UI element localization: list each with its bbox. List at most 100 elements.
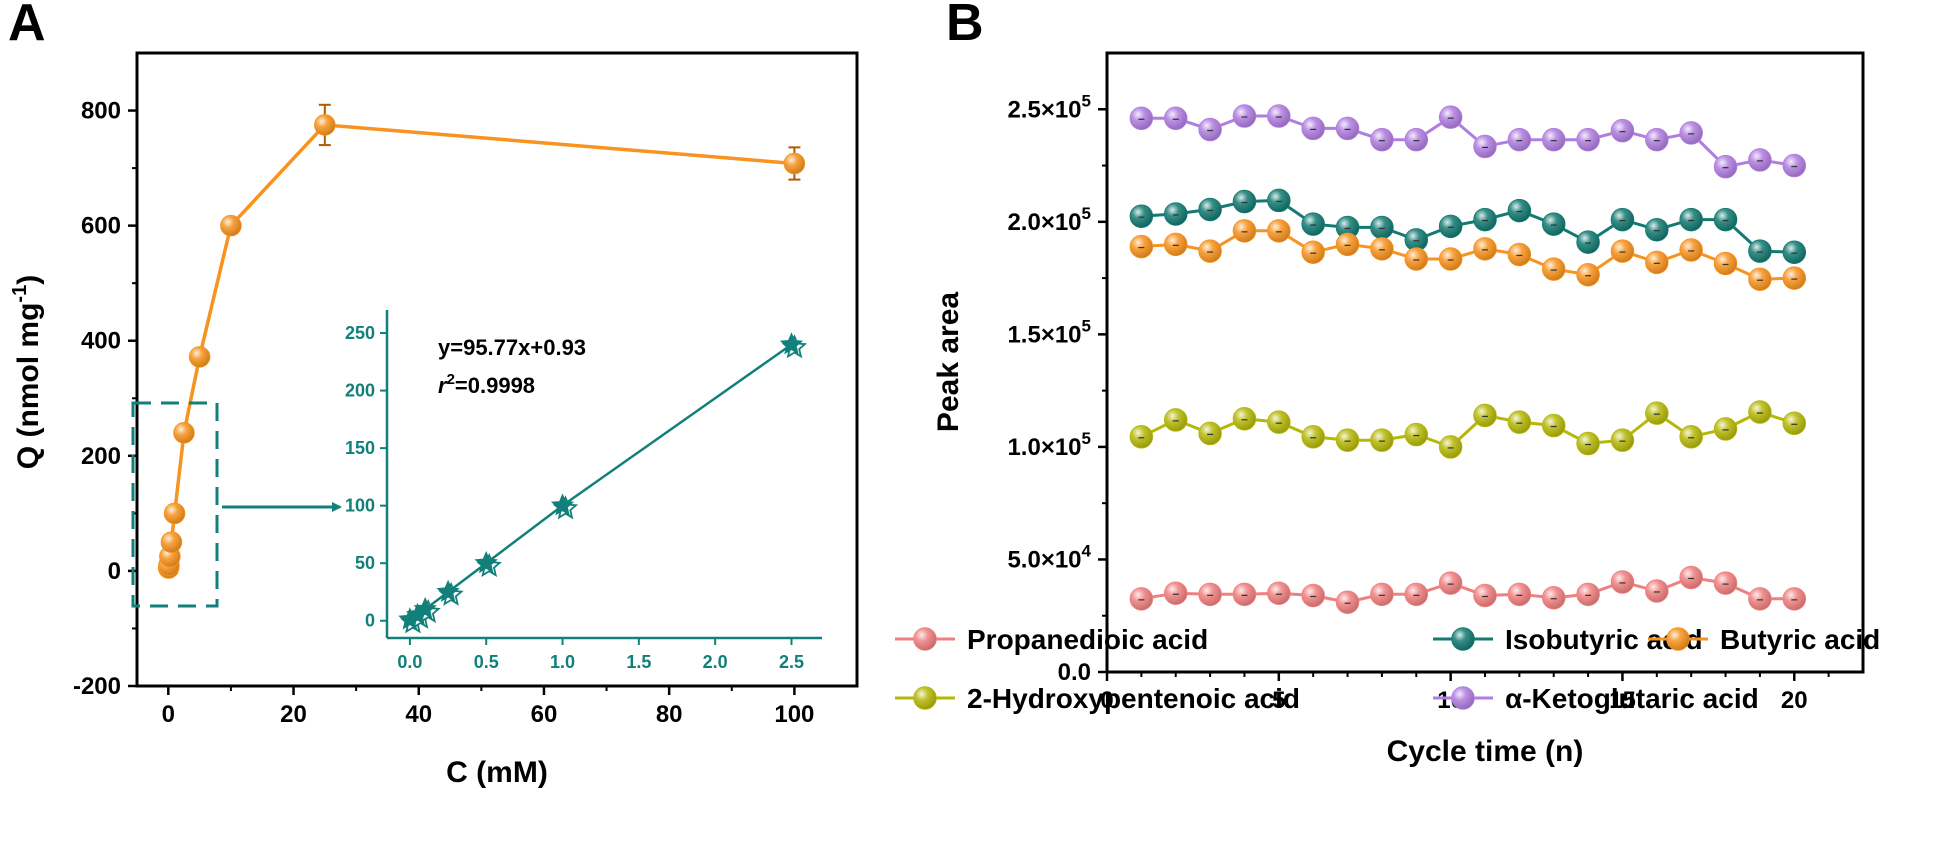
- chart-b-point: [1645, 250, 1669, 275]
- chart-b-point: [1129, 106, 1154, 131]
- chart-b-point: [1748, 267, 1772, 291]
- chart-b-point: [1267, 219, 1291, 243]
- panel-b-letter: B: [946, 0, 984, 52]
- chart-b-point-shade: [1474, 237, 1496, 260]
- chart-b-point-shade: [1336, 233, 1359, 256]
- chart-b-point: [1679, 565, 1703, 590]
- chart-b-point-shade: [1405, 247, 1428, 270]
- chart-a-point: [163, 502, 186, 525]
- chart-b-point-shade: [1233, 105, 1256, 128]
- chart-b-xtick-label: 5: [1272, 687, 1285, 714]
- chart-b-point-shade: [1714, 155, 1737, 178]
- chart-b-point: [1541, 127, 1566, 152]
- chart-b-point-shade: [1130, 205, 1153, 228]
- chart-b-point-shade: [1164, 233, 1187, 256]
- chart-b-point-shade: [1267, 582, 1290, 605]
- chart-b-series-3: [1129, 400, 1807, 459]
- inset-xtick-label: 1.5: [626, 652, 651, 672]
- chart-a-xtick-label: 60: [531, 701, 558, 728]
- chart-b-point: [1507, 582, 1532, 607]
- chart-b-point: [1129, 425, 1154, 449]
- chart-b-point: [1782, 266, 1807, 290]
- chart-b-point-shade: [1336, 429, 1359, 452]
- chart-b-point-shade: [1267, 219, 1290, 242]
- chart-b-point: [1335, 215, 1360, 240]
- chart-b-point-shade: [1542, 586, 1565, 609]
- chart-b-point: [1713, 207, 1738, 232]
- chart-b-point: [1782, 240, 1807, 264]
- chart-b-point: [1541, 212, 1566, 236]
- legend-marker: [913, 686, 937, 710]
- chart-b-point: [1301, 212, 1325, 236]
- chart-b-legend: Propanedioic acid Isobutyric acid Butyric …: [895, 624, 1880, 714]
- chart-b-point-shade: [1783, 154, 1806, 177]
- chart-b-point-shade: [1680, 566, 1703, 589]
- legend-marker-shade: [1667, 628, 1689, 650]
- chart-b-point: [1267, 104, 1291, 128]
- chart-b-point: [1610, 118, 1635, 143]
- chart-b-point-shade: [1302, 117, 1325, 140]
- chart-b-xtick-label: 15: [1609, 687, 1636, 714]
- chart-b-point-shade: [1611, 570, 1634, 593]
- inset-series: [398, 332, 808, 634]
- chart-b-point: [1610, 207, 1635, 232]
- chart-a-point: [160, 531, 183, 553]
- chart-b-point: [1267, 188, 1291, 213]
- legend-item: Propanedioic acid: [895, 624, 1208, 655]
- chart-b-point: [1267, 410, 1291, 434]
- chart-b-point-shade: [1748, 401, 1771, 424]
- chart-b-point-shade: [1680, 208, 1703, 231]
- chart-b-point: [1576, 127, 1600, 152]
- chart-b-point: [1679, 238, 1703, 262]
- chart-a-point: [783, 152, 806, 175]
- chart-b-point-shade: [1164, 107, 1187, 130]
- chart-b-point: [1163, 202, 1188, 226]
- chart-a: 0 20 40 60 80 100 -200 0 200 400 600 800 C (mM) Q (…: [9, 51, 859, 789]
- inset-point: [779, 332, 804, 355]
- chart-b-point: [1713, 251, 1738, 276]
- chart-b-point-shade: [1164, 408, 1187, 431]
- chart-a-frame: [135, 51, 859, 688]
- chart-b-point: [1404, 247, 1429, 271]
- chart-b-point-shade: [1405, 583, 1428, 606]
- chart-b-point: [1301, 116, 1325, 141]
- chart-b-point: [1129, 587, 1154, 611]
- inset-point: [413, 596, 437, 620]
- chart-b-point: [1438, 571, 1463, 595]
- inset-xtick-label: 2.0: [703, 652, 728, 672]
- chart-b-point: [1163, 232, 1188, 257]
- chart-b-point: [1198, 582, 1222, 607]
- chart-b-ylabel: Peak area: [932, 292, 965, 432]
- legend-label: Propanedioic acid: [967, 624, 1208, 655]
- chart-b-point-shade: [1508, 411, 1531, 434]
- chart-b-point: [1507, 127, 1532, 152]
- chart-b-point-shade: [1199, 583, 1222, 606]
- chart-b-point-shade: [1508, 128, 1531, 151]
- chart-b-point: [1576, 262, 1600, 287]
- chart-b-point: [1370, 215, 1394, 240]
- chart-a-xlabel: C (mM): [446, 756, 548, 789]
- chart-a-series: [157, 103, 806, 579]
- chart-b-point: [1473, 583, 1497, 608]
- chart-b-point-shade: [1302, 425, 1325, 448]
- chart-b-point: [1370, 127, 1394, 152]
- legend-item: Butyric acid: [1648, 624, 1880, 655]
- chart-b-point-shade: [1130, 587, 1153, 610]
- chart-b-point-shade: [1542, 213, 1565, 236]
- legend-marker-shade: [1452, 687, 1474, 709]
- legend-marker-shade: [914, 687, 936, 709]
- chart-b-point-shade: [1748, 587, 1771, 610]
- chart-b-point-shade: [1748, 268, 1771, 291]
- chart-b-point-shade: [1199, 198, 1222, 221]
- chart-b-point-shade: [1645, 402, 1668, 425]
- chart-b-point-shade: [1370, 583, 1393, 606]
- chart-b-point-shade: [1302, 584, 1325, 607]
- chart-b-point-shade: [1233, 407, 1256, 430]
- chart-b-point: [1370, 582, 1394, 607]
- chart-b-ytick-label: 1.5×105: [1007, 316, 1091, 348]
- chart-b-point-shade: [1611, 429, 1634, 452]
- inset-xtick-label: 0.5: [474, 652, 499, 672]
- chart-b-xtick-label: 0: [1100, 687, 1113, 714]
- chart-b-point-shade: [1611, 208, 1634, 231]
- chart-b-ytick-label: 2.0×105: [1007, 204, 1091, 236]
